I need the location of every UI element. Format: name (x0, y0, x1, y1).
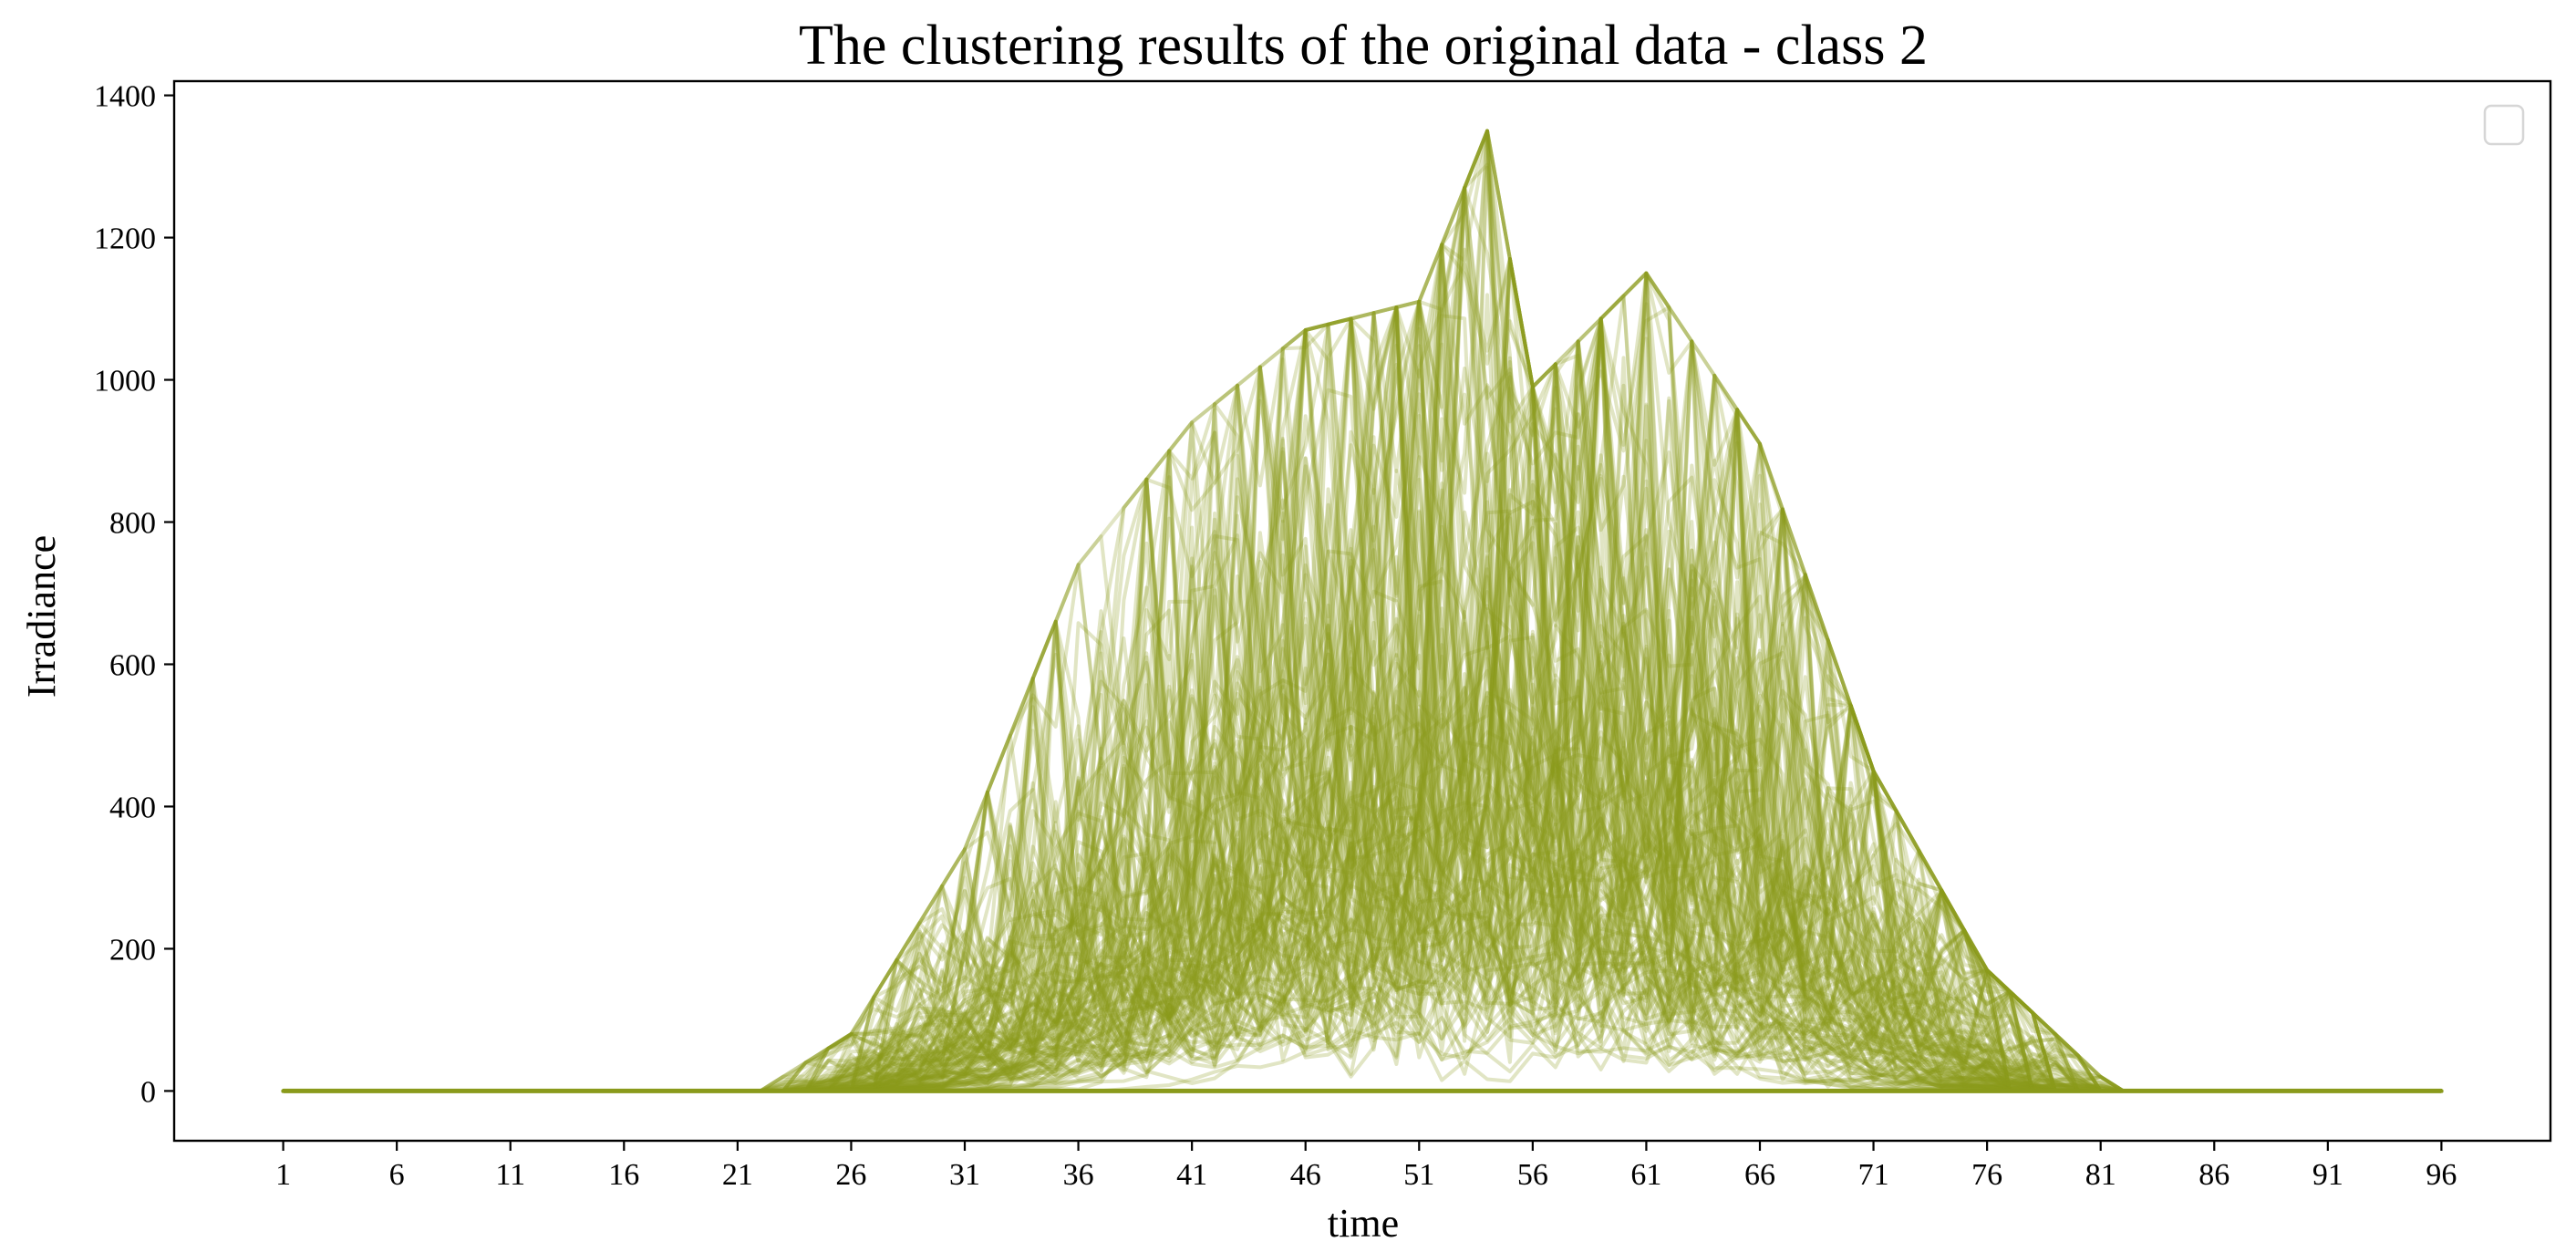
y-tick-label: 1000 (94, 365, 156, 398)
y-tick-label: 0 (140, 1075, 156, 1109)
y-tick-label: 1200 (94, 222, 156, 256)
y-axis-label: Irradiance (19, 535, 64, 698)
x-tick-label: 26 (835, 1158, 866, 1192)
x-tick-label: 16 (608, 1158, 639, 1192)
x-tick-label: 51 (1403, 1158, 1434, 1192)
x-tick-label: 56 (1517, 1158, 1548, 1192)
y-tick-label: 600 (109, 648, 156, 682)
legend-box (2483, 104, 2525, 146)
x-tick-label: 21 (722, 1158, 753, 1192)
y-axis-ticks: 0 200 400 600 800 1000 1200 1400 (94, 80, 174, 1109)
x-tick-label: 6 (389, 1158, 405, 1192)
plot-frame (172, 79, 2552, 1143)
x-tick-label: 36 (1063, 1158, 1094, 1192)
series-layer (281, 129, 2444, 1093)
x-tick-label: 86 (2198, 1158, 2229, 1192)
y-tick-label: 200 (109, 933, 156, 967)
x-tick-label: 71 (1858, 1158, 1889, 1192)
x-tick-label: 41 (1176, 1158, 1207, 1192)
x-tick-label: 46 (1290, 1158, 1321, 1192)
y-tick-label: 1400 (94, 80, 156, 114)
chart-title: The clustering results of the original d… (799, 15, 1928, 77)
x-axis-ticks: 1 6 11 16 21 26 31 36 41 46 51 56 61 66 71 76 81 86 91 96 (275, 1141, 2457, 1192)
x-tick-label: 61 (1630, 1158, 1661, 1192)
x-tick-label: 91 (2312, 1158, 2343, 1192)
x-tick-label: 1 (275, 1158, 291, 1192)
x-tick-label: 96 (2426, 1158, 2457, 1192)
y-tick-label: 800 (109, 507, 156, 541)
x-tick-label: 76 (1971, 1158, 2002, 1192)
x-tick-label: 81 (2085, 1158, 2116, 1192)
x-tick-label: 11 (495, 1158, 525, 1192)
x-tick-label: 66 (1744, 1158, 1775, 1192)
x-axis-label: time (1328, 1201, 1399, 1246)
y-tick-label: 400 (109, 791, 156, 824)
x-tick-label: 31 (949, 1158, 980, 1192)
